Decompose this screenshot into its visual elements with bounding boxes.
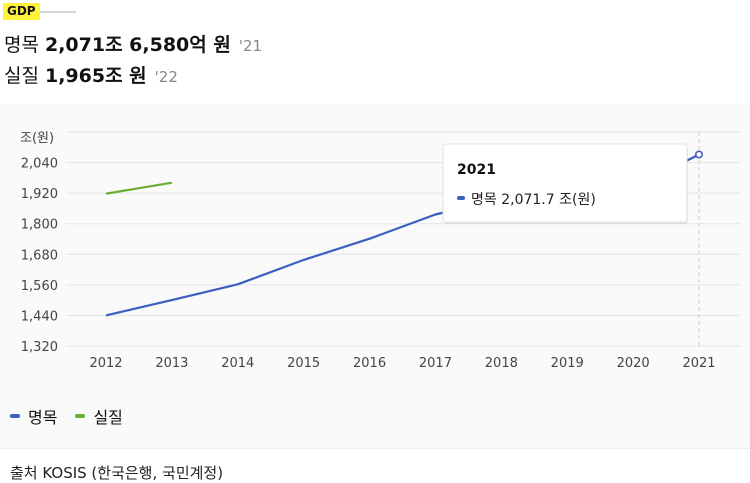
tooltip-swatch [457, 196, 465, 200]
x-tick-label: 2015 [287, 356, 320, 371]
y-tick-label: 1,800 [21, 218, 58, 233]
nominal-label: 명목 [4, 34, 39, 56]
real-year: '22 [155, 68, 178, 86]
y-tick-label: 1,680 [21, 248, 58, 263]
x-tick-label: 2018 [485, 356, 518, 371]
real-label: 실질 [4, 65, 39, 87]
real-swatch [75, 414, 85, 418]
nominal-year: '21 [239, 37, 262, 55]
nominal-value: 2,071조 6,580억 원 [45, 34, 231, 56]
highlighted-point [696, 151, 702, 157]
tooltip-year: 2021 [457, 162, 496, 178]
x-tick-label: 2012 [89, 356, 122, 371]
y-tick-label: 1,440 [21, 309, 58, 324]
y-axis-label: 조(원) [20, 131, 54, 146]
legend-label-nominal: 명목 [28, 404, 57, 428]
gdp-tag: GDP [3, 3, 40, 20]
nominal-gdp-stat: 명목 2,071조 6,580억 원 '21 [4, 32, 262, 59]
tag-divider [40, 11, 76, 13]
legend-item-nominal[interactable]: 명목 [10, 404, 57, 428]
x-tick-label: 2020 [617, 356, 650, 371]
x-tick-label: 2016 [353, 356, 386, 371]
series-line-real [106, 183, 172, 194]
real-value: 1,965조 원 [45, 65, 147, 87]
x-tick-label: 2014 [221, 356, 254, 371]
y-tick-label: 2,040 [21, 157, 58, 172]
y-tick-label: 1,320 [21, 340, 58, 355]
gdp-line-chart[interactable]: 1,3201,4401,5601,6801,8001,9202,040조(원) … [0, 104, 750, 404]
x-tick-label: 2019 [551, 356, 584, 371]
nominal-swatch [10, 414, 20, 418]
real-gdp-stat: 실질 1,965조 원 '22 [4, 63, 178, 90]
tooltip-box [443, 144, 687, 222]
chart-legend: 명목 실질 [10, 404, 123, 428]
x-tick-label: 2017 [419, 356, 452, 371]
tooltip-value: 명목 2,071.7 조(원) [471, 192, 596, 208]
x-tick-label: 2013 [155, 356, 188, 371]
divider [0, 448, 750, 449]
y-tick-label: 1,920 [21, 187, 58, 202]
legend-item-real[interactable]: 실질 [75, 404, 122, 428]
y-tick-label: 1,560 [21, 279, 58, 294]
x-tick-label: 2021 [682, 356, 715, 371]
legend-label-real: 실질 [93, 404, 122, 428]
